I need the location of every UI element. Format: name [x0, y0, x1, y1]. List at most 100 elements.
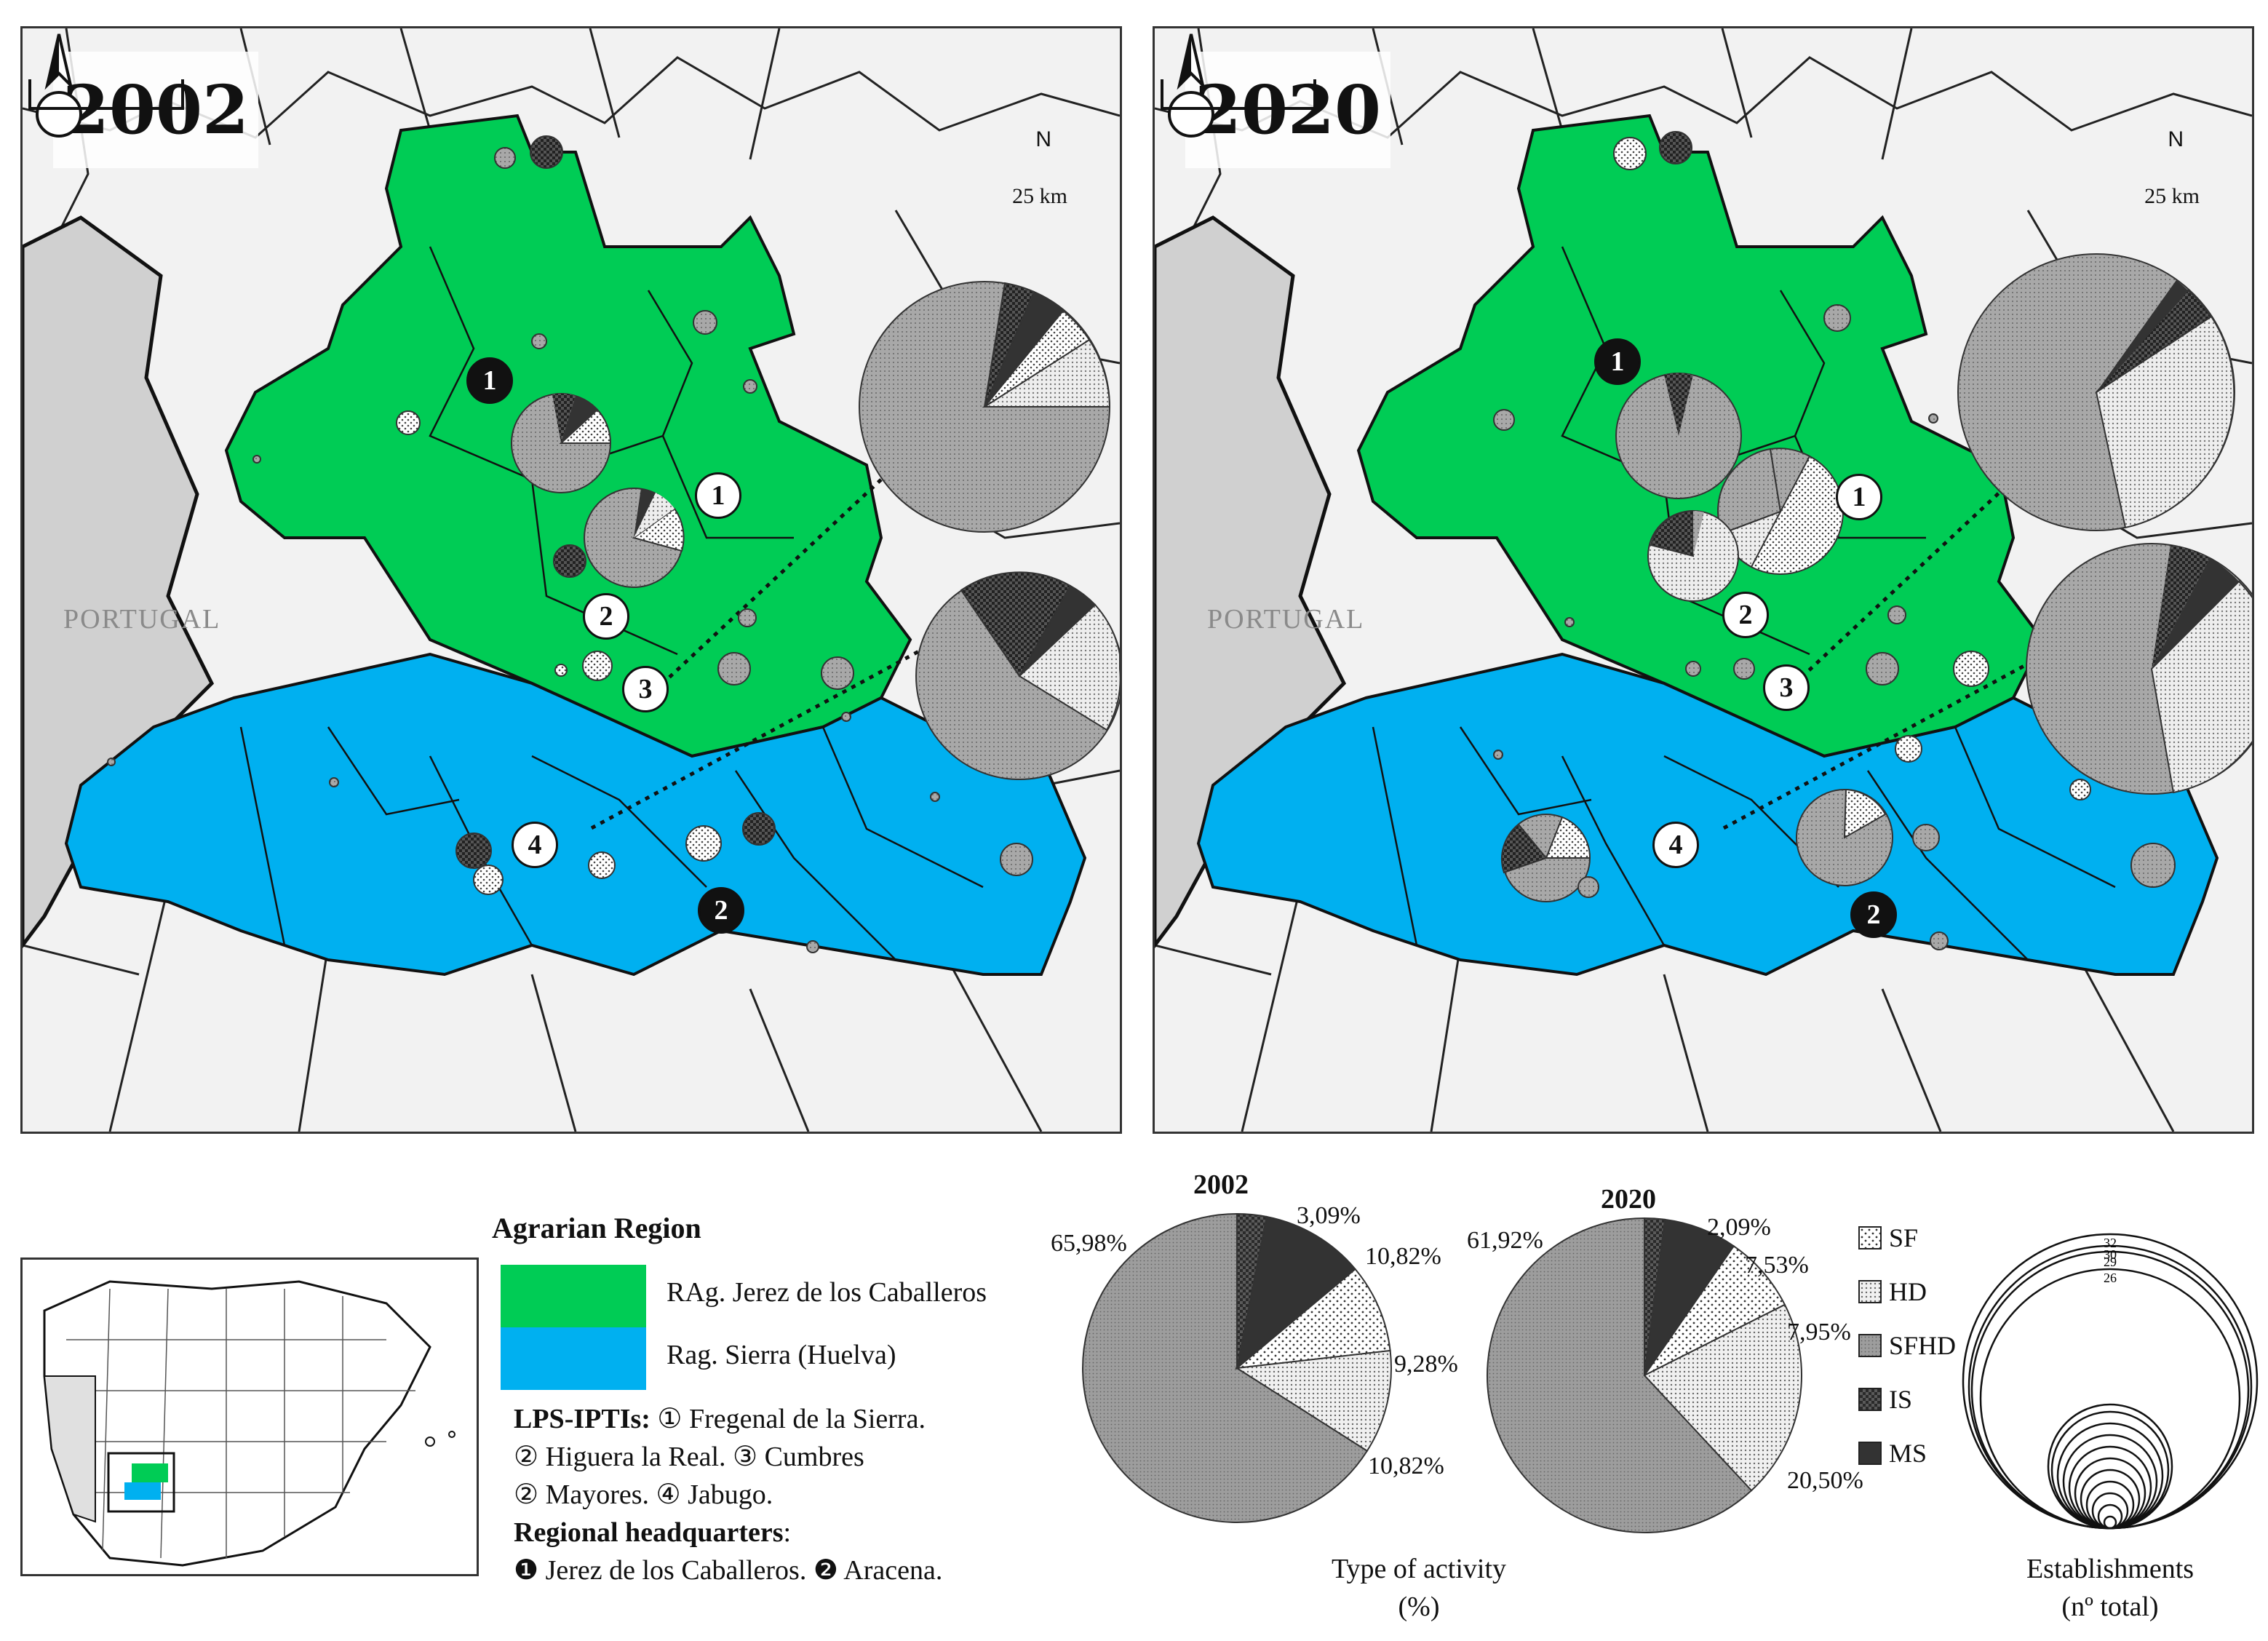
scale-label: 25 km [2144, 184, 2200, 208]
pie-2002-label-hd: 10,82% [1368, 1453, 1444, 1479]
leader-line-2 [589, 630, 955, 831]
lps-line-1: LPS-IPTIs: ① Fregenal de la Sierra. [514, 1399, 926, 1439]
pie-slice-hd [1235, 1349, 1392, 1453]
pie-symbol-medium-b [1717, 448, 1844, 575]
pie-symbol-medium-c [1647, 509, 1739, 602]
map-2020-svg [1155, 28, 2252, 1132]
pie-2002-label-is: 3,09% [1297, 1202, 1361, 1229]
scale-label: 25 km [1012, 184, 1067, 208]
scale-bar [28, 79, 184, 110]
north-label: N [2168, 127, 2184, 151]
key-item-hd: HD [1858, 1276, 1927, 1307]
iberia-inset-svg [43, 1280, 455, 1567]
legend-label-sierra: Rag. Sierra (Huelva) [667, 1340, 896, 1370]
activity-caption: Type of activity (%) [1295, 1550, 1543, 1626]
establishments-caption: Establishments (nº total) [1986, 1550, 2234, 1626]
lps-marker-2: 2 [1722, 592, 1769, 638]
key-item-sf: SF [1858, 1223, 1918, 1253]
lps-heading: LPS-IPTIs: [514, 1404, 650, 1434]
pie-slice-sfhd [1487, 1217, 1753, 1533]
legend-swatch-jerez [501, 1265, 646, 1327]
key-item-is: IS [1858, 1384, 1912, 1415]
activity-caption-unit: (%) [1398, 1592, 1440, 1622]
pie-slice-sf [1644, 1244, 1786, 1376]
lps-marker-4: 4 [512, 822, 558, 868]
lps-marker-2: 2 [583, 593, 629, 640]
pie-symbol-large-2 [2026, 543, 2252, 795]
pie-symbol-large-2 [915, 571, 1120, 780]
north-label: N [1035, 127, 1051, 151]
key-swatch-ms [1858, 1442, 1882, 1465]
lps-marker-4: 4 [1652, 822, 1699, 868]
establishments-size-key: 32 30 29 26 [1962, 1233, 2259, 1530]
legend-label-jerez: RAg. Jerez de los Caballeros [667, 1277, 987, 1308]
pie-2020-label-sfhd: 61,92% [1467, 1227, 1543, 1254]
inner-borders-2002 [239, 246, 984, 961]
lps-marker-1: 1 [695, 472, 741, 519]
key-label-hd: HD [1889, 1277, 1927, 1306]
pie-symbol-medium-d [1500, 814, 1591, 902]
leader-line-2 [1721, 630, 2088, 831]
key-label-sf: SF [1889, 1223, 1919, 1252]
establishments-caption-text: Establishments [2026, 1554, 2195, 1584]
map-2002-svg [23, 28, 1120, 1132]
pie-slice-sfhd [1082, 1212, 1369, 1523]
size-label-32: 32 [2104, 1236, 2117, 1250]
portugal-area [1155, 215, 1347, 949]
pie-slice-ms [1236, 1215, 1357, 1370]
key-swatch-hd [1858, 1280, 1882, 1303]
key-item-sfhd: SFHD [1858, 1330, 1956, 1361]
pie-symbol-medium-a [1615, 373, 1742, 499]
size-label-30: 30 [2104, 1247, 2117, 1262]
scale-bar [1161, 79, 1316, 110]
key-label-is: IS [1889, 1385, 1913, 1414]
pie-symbol-medium-b [584, 488, 685, 588]
pie-2002-label-sfhd: 65,98% [1051, 1230, 1127, 1257]
leader-line-1 [661, 478, 883, 685]
pie-2020-label-is: 2,09% [1707, 1214, 1771, 1241]
small-pie-symbols-2002 [107, 135, 1033, 953]
pie-slice-sf [1234, 1268, 1391, 1370]
lps-text-1: ① Fregenal de la Sierra. [650, 1404, 926, 1434]
hq-marker-2: 2 [698, 887, 744, 934]
leader-line-1 [1794, 478, 2015, 685]
north-arrow-icon [36, 33, 82, 138]
key-label-ms: MS [1889, 1439, 1927, 1468]
lps-marker-3: 3 [622, 666, 669, 712]
pie-2020-label-hd: 20,50% [1787, 1467, 1863, 1494]
size-label-29: 29 [2104, 1255, 2117, 1269]
hq-marker-1: 1 [466, 357, 513, 404]
activity-pie-charts [1082, 1212, 1802, 1533]
activity-caption-text: Type of activity [1331, 1554, 1507, 1584]
small-pie-symbols-2020 [1493, 131, 2176, 950]
pie-title-2020: 2020 [1601, 1184, 1656, 1215]
establishments-caption-unit: (nº total) [2061, 1592, 2159, 1622]
hq-marker-2: 2 [1850, 891, 1897, 938]
pie-2002-label-sf: 9,28% [1394, 1351, 1458, 1378]
pie-2020-label-sf: 7,95% [1787, 1319, 1851, 1346]
key-swatch-sfhd [1858, 1334, 1882, 1357]
size-label-26: 26 [2104, 1271, 2117, 1285]
municipal-borders [1155, 28, 2252, 1132]
country-label-portugal: PORTUGAL [63, 604, 221, 635]
key-swatch-is [1858, 1388, 1882, 1411]
legend-swatch-sierra [501, 1327, 646, 1390]
lps-marker-1: 1 [1836, 474, 1882, 520]
hq-heading: Regional headquarters [514, 1517, 784, 1548]
pie-symbol-large-1 [859, 281, 1111, 533]
key-swatch-sf [1858, 1226, 1882, 1249]
pie-symbol-medium-a [511, 393, 612, 493]
hq-marker-1: 1 [1594, 338, 1641, 385]
lps-marker-3: 3 [1763, 664, 1810, 711]
pie-title-2002: 2002 [1193, 1169, 1249, 1200]
inset-location-map [20, 1257, 479, 1576]
portugal-area [23, 215, 215, 949]
municipal-borders [23, 28, 1120, 1132]
map-panel-2002: 2002 PORTUGAL N 25 km 1 2 1 2 3 4 [20, 26, 1122, 1134]
lps-line-3: ② Mayores. ④ Jabugo. [514, 1479, 773, 1510]
key-item-ms: MS [1858, 1438, 1927, 1469]
map-panel-2020: 2020 PORTUGAL N 25 km 1 2 1 2 3 4 [1153, 26, 2254, 1134]
lps-line-2: ② Higuera la Real. ③ Cumbres [514, 1442, 864, 1472]
north-arrow-icon [1168, 33, 1214, 138]
pie-2002-label-ms: 10,82% [1365, 1243, 1441, 1270]
